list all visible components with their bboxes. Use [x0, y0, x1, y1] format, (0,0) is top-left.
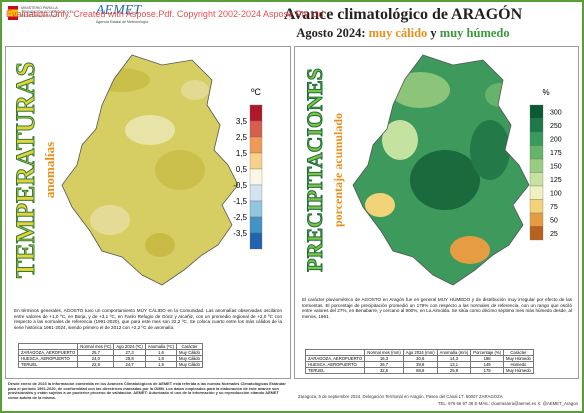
table-cell: ZARAGOZA, AEROPUERTO: [17, 349, 79, 356]
column-header: Anomalía (mm): [436, 349, 472, 356]
legend-label: 175: [550, 150, 562, 157]
table-cell: TERUEL: [304, 367, 366, 374]
footer-contact: TEL: 976 56 97 36 E-MAIL: cloarrasarra@a…: [437, 401, 578, 406]
legend-label: 125: [550, 177, 562, 184]
table-cell: ZARAGOZA, AEROPUERTO: [304, 355, 366, 362]
legend-label: -0,5: [233, 181, 247, 190]
table-cell: 58,6: [402, 367, 438, 374]
table-cell: HUESCA, AEROPUERTO: [17, 355, 79, 362]
legend-swatch: [249, 200, 263, 218]
table-cell: 179: [470, 367, 504, 374]
temperature-unit: ºC: [251, 87, 261, 97]
table-cell: TERUEL: [17, 361, 79, 368]
legend-swatch: [529, 172, 544, 187]
legend-swatch: [529, 118, 544, 133]
temperature-title: TEMPERATURAS: [11, 62, 40, 278]
column-header: Porcentaje (%): [470, 349, 504, 356]
legend-swatch: [529, 199, 544, 214]
flag: [8, 6, 18, 20]
legend-label: 100: [550, 190, 562, 197]
table-cell: 32,6: [364, 367, 404, 374]
table-cell: HUESCA, AEROPUERTO: [304, 361, 366, 368]
legend-swatch: [249, 104, 263, 122]
legend-label: -3,5: [233, 229, 247, 238]
table-cell: 22,8: [77, 361, 115, 368]
title: Avance climatológico de ARAGÓN: [283, 6, 523, 23]
legend-label: 25: [550, 231, 558, 238]
legend-label: 50: [550, 217, 558, 224]
legend-label: 2,5: [236, 133, 248, 142]
legend-swatch: [529, 158, 544, 173]
precipitation-subtitle: porcentaje acumulado: [331, 113, 345, 227]
subtitle: Agosto 2024: muy cálido y muy húmedo: [228, 26, 578, 41]
table-cell: Muy Húmedo: [502, 367, 534, 374]
subtitle-warm: muy cálido: [368, 26, 428, 40]
legend-swatch: [529, 131, 544, 146]
agency-logo: AEMET: [96, 3, 142, 18]
legend-label: 300: [550, 109, 562, 116]
legend-label: 150: [550, 163, 562, 170]
footer-note: Desde enero de 2023 la información conte…: [8, 381, 286, 401]
legend-label: -1,5: [233, 197, 247, 206]
legend-label: 250: [550, 123, 562, 130]
temperature-map: [62, 55, 238, 285]
legend-label: 200: [550, 136, 562, 143]
legend-swatch: [529, 104, 544, 119]
temperature-text: En términos generales, AGOSTO tuvo un co…: [14, 308, 282, 330]
ministry: MINISTERIO PARA LA TRANSICIÓN ECOLÓGICA …: [21, 6, 74, 18]
agency-name: Agencia Estatal de Meteorología: [96, 20, 148, 24]
table-cell: Muy Cálido: [176, 349, 203, 356]
column-header: Ago 2024 (mm): [402, 349, 438, 356]
subtitle-join: y: [430, 26, 437, 40]
legend-swatch: [249, 120, 263, 138]
precipitation-unit: %: [542, 88, 549, 97]
legend-swatch: [529, 212, 544, 227]
subtitle-wet: muy húmedo: [439, 26, 510, 40]
legend-label: -2,5: [233, 213, 247, 222]
table-cell: Muy Cálido: [176, 361, 203, 368]
legend-label: 1,5: [236, 149, 248, 158]
table-row: TERUEL 22,8 24,7 1,9 Muy Cálido: [17, 361, 203, 368]
legend-swatch: [249, 136, 263, 154]
table-cell: 1,9: [144, 361, 178, 368]
legend-label: 0,5: [236, 165, 248, 174]
precipitation-text: El carácter pluviométrico de AGOSTO en A…: [302, 297, 572, 319]
subtitle-prefix: Agosto 2024:: [296, 26, 366, 40]
watermark: Evaluation Only. Created with Aspose.Pdf…: [6, 9, 327, 19]
footer-address: Zaragoza, 5 de septiembre 2024. Delegaci…: [298, 394, 503, 399]
legend-label: 75: [550, 204, 558, 211]
legend-swatch: [529, 145, 544, 160]
legend-swatch: [249, 184, 263, 202]
legend-swatch: [249, 232, 263, 250]
precipitation-map: [353, 55, 529, 285]
table-cell: 25,8: [436, 367, 472, 374]
temperature-table: Normal mes (ºC) Ago 2024 (ºC) Anomalía (ºC…: [17, 343, 203, 368]
legend-swatch: [249, 168, 263, 186]
column-header: Ago 2024 (ºC): [113, 343, 146, 350]
precipitation-title: PRECIPITACIONES: [302, 68, 327, 272]
column-header: Normal mes (ºC): [77, 343, 115, 350]
precipitation-table: Normal mes (mm) Ago 2024 (mm) Anomalía (mm…: [304, 349, 534, 374]
legend-swatch: [529, 226, 544, 241]
table-cell: Muy Cálido: [176, 355, 203, 362]
column-header: Normal mes (mm): [364, 349, 404, 356]
legend-swatch: [249, 216, 263, 234]
temperature-subtitle: anomalías: [42, 142, 57, 198]
legend-swatch: [529, 185, 544, 200]
table-cell: Muy Húmedo: [502, 355, 534, 362]
column-header: Anomalía (ºC): [144, 343, 178, 350]
table-cell: 24,7: [113, 361, 146, 368]
table-row: TERUEL 32,6 58,6 25,8 179 Muy Húmedo: [304, 367, 534, 374]
legend-swatch: [249, 152, 263, 170]
legend-label: 3,5: [236, 117, 248, 126]
